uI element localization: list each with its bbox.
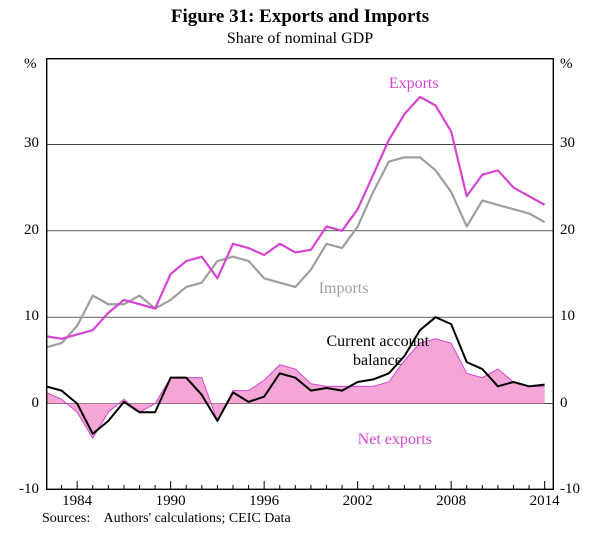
x-tick: 1984 [57, 493, 97, 510]
x-tick: 2014 [525, 493, 565, 510]
source-text: Authors' calculations; CEIC Data [103, 511, 290, 526]
figure-subtitle: Share of nominal GDP [0, 30, 600, 48]
series-label-current: Current account [326, 333, 429, 351]
source-prefix: Sources: [42, 511, 90, 526]
y-tick-left: 30 [0, 135, 39, 152]
chart-svg [46, 58, 554, 490]
source-line: Sources: Authors' calculations; CEIC Dat… [42, 511, 291, 527]
figure-container: Figure 31: Exports and Imports Share of … [0, 0, 600, 535]
series-label-imports: Imports [319, 280, 369, 298]
y-tick-right: 0 [560, 395, 568, 412]
x-tick: 2002 [338, 493, 378, 510]
series-label-current2: balance [353, 352, 402, 370]
y-tick-left: -10 [0, 481, 39, 498]
figure-title: Figure 31: Exports and Imports [0, 6, 600, 28]
x-tick: 2008 [431, 493, 471, 510]
y-tick-right: 10 [560, 308, 575, 325]
plot-area [46, 58, 554, 490]
x-tick: 1990 [151, 493, 191, 510]
y-tick-left: 20 [0, 222, 39, 239]
y-unit-left: % [24, 56, 37, 73]
y-tick-left: 0 [0, 395, 39, 412]
y-tick-right: 20 [560, 222, 575, 239]
x-tick: 1996 [244, 493, 284, 510]
y-unit-right: % [560, 56, 573, 73]
series-label-netexports: Net exports [358, 431, 432, 449]
y-tick-right: 30 [560, 135, 575, 152]
y-tick-left: 10 [0, 308, 39, 325]
series-label-exports: Exports [389, 75, 439, 93]
